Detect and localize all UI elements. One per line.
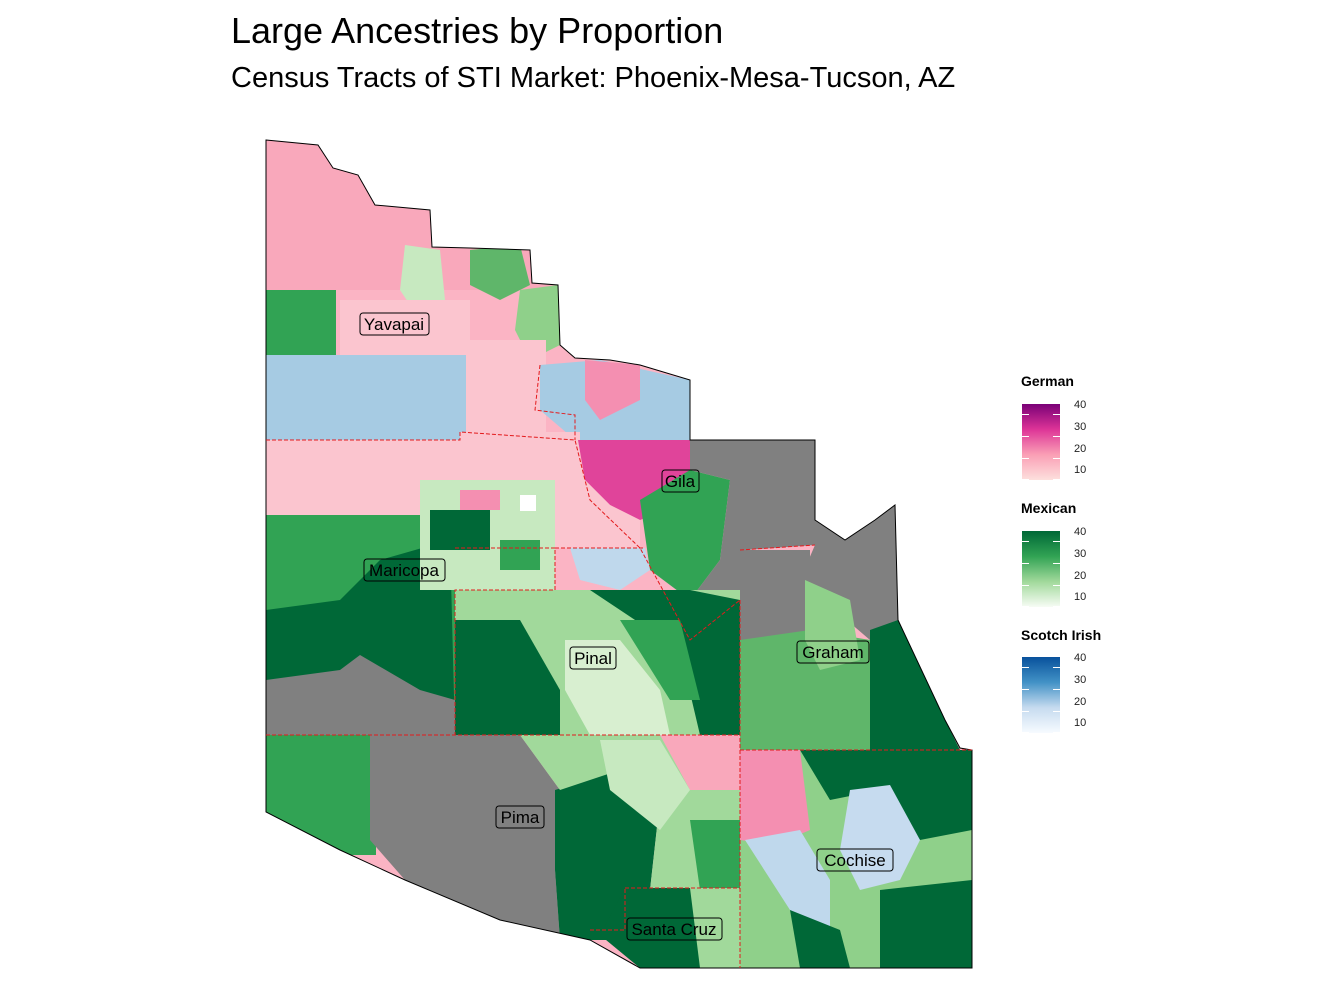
- tract-pinal-dark-e: [590, 590, 740, 735]
- tract-phoenix-urban2: [430, 510, 490, 550]
- tract-yavapai-w: [266, 290, 336, 360]
- map-subtitle: Census Tracts of STI Market: Phoenix-Mes…: [231, 62, 956, 94]
- legend-tick-mark: [1022, 458, 1029, 459]
- legend-colorbar-german: [1022, 404, 1060, 480]
- legend-tick: 40: [1074, 652, 1087, 664]
- tract-maricopa-gray: [266, 655, 455, 735]
- tract-tucson-dark2: [690, 820, 740, 890]
- svg-text:Graham: Graham: [802, 643, 863, 662]
- tract-cochise-blue2: [745, 830, 830, 940]
- svg-text:Pima: Pima: [501, 808, 540, 827]
- legend-title-mexican: Mexican: [1021, 500, 1077, 516]
- svg-text:Gila: Gila: [665, 472, 696, 491]
- tract-phoenix-blank: [520, 495, 536, 511]
- legend-tick-mark: [1053, 414, 1060, 415]
- legend-tick: 40: [1074, 399, 1087, 411]
- tract-tucson-pink: [660, 735, 740, 790]
- legend-tick-mark: [1053, 541, 1060, 542]
- tract-graham-mid: [805, 580, 860, 670]
- svg-text:Maricopa: Maricopa: [369, 561, 439, 580]
- legend-tick: 10: [1074, 464, 1087, 476]
- legend-tick-mark: [1053, 585, 1060, 586]
- county-label-pinal: Pinal: [569, 646, 617, 670]
- tract-cochise-darksw: [790, 910, 850, 968]
- legend-tick-mark: [1022, 689, 1029, 690]
- map-title: Large Ancestries by Proportion: [231, 10, 724, 51]
- legend-tick: 10: [1074, 717, 1087, 729]
- svg-text:Cochise: Cochise: [824, 851, 885, 870]
- legend-tick-mark: [1022, 585, 1029, 586]
- legend-tick-mark: [1022, 479, 1029, 480]
- legend-tick-mark: [1022, 563, 1029, 564]
- legend-tick: 20: [1074, 570, 1087, 582]
- legend-tick-mark: [1053, 479, 1060, 480]
- svg-text:Santa Cruz: Santa Cruz: [631, 920, 716, 939]
- tract-yavapai-center: [340, 300, 470, 360]
- county-labels: Yavapai Gila Maricopa Pinal Graham Pima …: [359, 312, 894, 941]
- svg-text:Pinal: Pinal: [574, 649, 612, 668]
- tract-gila-green: [640, 470, 730, 600]
- legend-tick-mark: [1022, 414, 1029, 415]
- legend-tick: 40: [1074, 526, 1087, 538]
- legend-colorbar-mexican: [1022, 531, 1060, 607]
- legend-tick-mark: [1053, 689, 1060, 690]
- tract-cochise-darkse: [880, 880, 972, 968]
- legend-title-german: German: [1021, 373, 1074, 389]
- legend-tick: 10: [1074, 591, 1087, 603]
- county-label-santa-cruz: Santa Cruz: [626, 917, 723, 941]
- legend-tick-mark: [1053, 732, 1060, 733]
- legend-tick-mark: [1022, 732, 1029, 733]
- legend-title-scotch-irish: Scotch Irish: [1021, 627, 1102, 643]
- county-label-cochise: Cochise: [816, 848, 894, 872]
- legend-tick-mark: [1053, 667, 1060, 668]
- tract-pima-gray: [370, 735, 560, 940]
- county-label-gila: Gila: [661, 469, 700, 493]
- tract-tucson-light: [600, 740, 690, 830]
- legend-tick-mark: [1053, 606, 1060, 607]
- svg-text:Yavapai: Yavapai: [364, 315, 424, 334]
- county-label-yavapai: Yavapai: [359, 312, 430, 336]
- tract-graham-dark: [870, 620, 960, 750]
- legend-tick: 30: [1074, 674, 1087, 686]
- tract-yavapai-green: [470, 245, 530, 300]
- tract-pinal-dark-w: [455, 620, 560, 735]
- tract-pima-west: [266, 735, 376, 855]
- tract-pinal-mid: [620, 620, 700, 700]
- tract-cochise-pink: [740, 750, 810, 845]
- legend-tick-mark: [1022, 606, 1029, 607]
- legend-tick-mark: [1053, 563, 1060, 564]
- legend-tick-mark: [1022, 711, 1029, 712]
- tract-yavapai-pink-e: [585, 360, 640, 420]
- tract-greenlee-gray: [800, 505, 898, 640]
- tract-phoenix-urban3: [500, 540, 540, 570]
- tract-santacruz-light: [690, 888, 740, 968]
- legend-tick-mark: [1053, 711, 1060, 712]
- tract-pinal-light: [565, 640, 670, 735]
- legend-tick-mark: [1053, 458, 1060, 459]
- tract-gila-pink: [550, 440, 640, 550]
- county-borders: [266, 364, 972, 968]
- tract-gila-gray: [690, 440, 815, 610]
- state-outline: [265, 139, 973, 969]
- legend-tick: 20: [1074, 696, 1087, 708]
- tract-yavapai-pink: [466, 340, 546, 440]
- legend-colorbar-scotch-irish: [1022, 657, 1060, 733]
- tract-graham-gray: [740, 550, 810, 640]
- legend-tick-mark: [1022, 436, 1029, 437]
- legend-tick-mark: [1053, 436, 1060, 437]
- county-label-maricopa: Maricopa: [363, 558, 446, 582]
- legend-tick: 30: [1074, 548, 1087, 560]
- legend-tick: 30: [1074, 421, 1087, 433]
- tract-yavapai-blue: [266, 355, 466, 440]
- county-label-pima: Pima: [495, 805, 545, 829]
- legend-tick-mark: [1022, 541, 1029, 542]
- tract-gila-blue: [570, 548, 650, 590]
- tract-cochise-blue: [840, 785, 920, 890]
- county-label-graham: Graham: [796, 640, 870, 664]
- legend-tick: 20: [1074, 443, 1087, 455]
- tract-phoenix-urban4: [460, 490, 500, 510]
- legend-tick-mark: [1022, 667, 1029, 668]
